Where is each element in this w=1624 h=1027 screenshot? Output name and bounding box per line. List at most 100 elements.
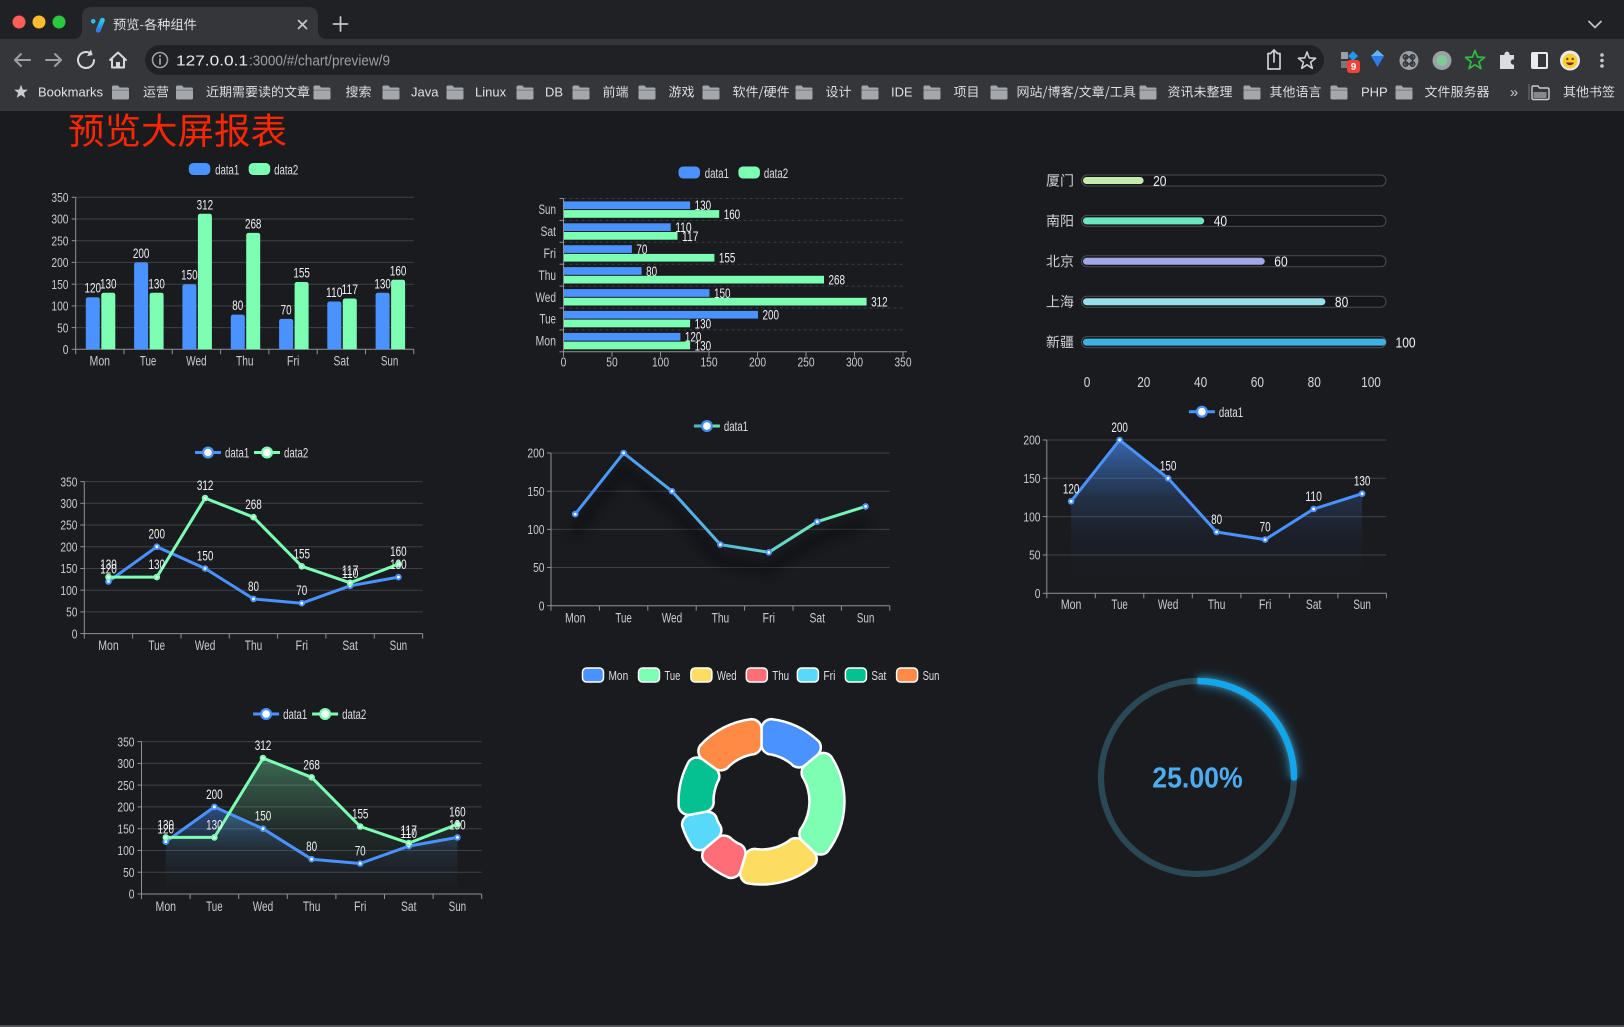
- svg-text:50: 50: [606, 355, 617, 370]
- svg-text:117: 117: [401, 823, 418, 838]
- svg-text:350: 350: [894, 355, 911, 370]
- svg-text:150: 150: [1160, 458, 1177, 473]
- svg-text:Wed: Wed: [253, 899, 274, 914]
- svg-text:Fri: Fri: [287, 354, 300, 369]
- svg-text:Java: Java: [411, 85, 439, 100]
- svg-text:117: 117: [342, 563, 359, 578]
- svg-text:110: 110: [1305, 489, 1322, 504]
- svg-text:PHP: PHP: [1361, 85, 1388, 100]
- svg-text:300: 300: [51, 212, 68, 227]
- svg-text:50: 50: [66, 605, 77, 620]
- svg-text:20: 20: [1137, 374, 1150, 391]
- svg-text::3000/#/chart/preview/9: :3000/#/chart/preview/9: [249, 53, 390, 70]
- svg-text:160: 160: [449, 804, 466, 819]
- svg-text:Sat: Sat: [401, 899, 417, 914]
- svg-text:150: 150: [60, 561, 77, 576]
- svg-text:Tue: Tue: [140, 354, 157, 369]
- svg-text:9: 9: [1351, 62, 1357, 73]
- svg-text:300: 300: [846, 355, 863, 370]
- svg-text:80: 80: [646, 264, 657, 279]
- svg-text:120: 120: [1063, 481, 1080, 496]
- svg-text:50: 50: [123, 865, 134, 880]
- svg-text:130: 130: [695, 316, 712, 331]
- svg-text:350: 350: [117, 734, 134, 749]
- svg-text:268: 268: [303, 757, 320, 772]
- svg-text:268: 268: [829, 273, 846, 288]
- svg-text:DB: DB: [545, 85, 563, 100]
- svg-text:Sun: Sun: [539, 202, 557, 217]
- svg-text:130: 130: [374, 276, 391, 291]
- svg-text:80: 80: [1308, 374, 1321, 391]
- svg-text:Bookmarks: Bookmarks: [38, 85, 104, 100]
- svg-text:Mon: Mon: [565, 611, 586, 626]
- svg-text:250: 250: [117, 778, 134, 793]
- svg-text:Tue: Tue: [206, 899, 223, 914]
- svg-text:70: 70: [296, 583, 307, 598]
- svg-text:150: 150: [1023, 471, 1040, 486]
- svg-text:268: 268: [245, 216, 262, 231]
- svg-text:80: 80: [248, 579, 259, 594]
- svg-text:100: 100: [1361, 374, 1381, 391]
- svg-text:Thu: Thu: [712, 611, 730, 626]
- svg-text:130: 130: [158, 817, 175, 832]
- svg-text:20: 20: [1153, 174, 1166, 190]
- svg-text:0: 0: [1035, 586, 1041, 601]
- svg-text:60: 60: [1274, 255, 1287, 271]
- svg-text:Mon: Mon: [1061, 597, 1082, 612]
- svg-text:25.00%: 25.00%: [1152, 763, 1243, 795]
- svg-text:130: 130: [149, 557, 166, 572]
- svg-text:350: 350: [60, 474, 77, 489]
- svg-text:150: 150: [51, 277, 68, 292]
- svg-text:data2: data2: [342, 707, 366, 722]
- svg-text:100: 100: [527, 522, 544, 537]
- svg-text:100: 100: [652, 355, 669, 370]
- svg-text:Sat: Sat: [541, 224, 557, 239]
- svg-text:110: 110: [326, 285, 343, 300]
- svg-text:Sat: Sat: [1306, 597, 1322, 612]
- svg-text:268: 268: [245, 497, 262, 512]
- svg-text:70: 70: [1260, 520, 1271, 535]
- svg-text:Tue: Tue: [1111, 597, 1128, 612]
- svg-text:110: 110: [675, 220, 692, 235]
- svg-text:150: 150: [255, 809, 272, 824]
- svg-text:Wed: Wed: [195, 638, 216, 653]
- svg-text:70: 70: [281, 302, 292, 317]
- svg-text:Sat: Sat: [342, 638, 358, 653]
- svg-text:Sun: Sun: [449, 899, 467, 914]
- svg-text:200: 200: [51, 255, 68, 270]
- svg-text:data1: data1: [283, 707, 307, 722]
- svg-text:80: 80: [1335, 295, 1348, 311]
- svg-text:Thu: Thu: [303, 899, 321, 914]
- svg-text:200: 200: [1111, 420, 1128, 435]
- svg-text:Thu: Thu: [236, 354, 254, 369]
- svg-text:Sat: Sat: [334, 354, 350, 369]
- svg-text:150: 150: [700, 355, 717, 370]
- svg-text:100: 100: [1396, 335, 1416, 351]
- svg-text:Tue: Tue: [540, 312, 557, 327]
- svg-text:Fri: Fri: [544, 246, 557, 261]
- svg-text:250: 250: [797, 355, 814, 370]
- svg-text:Sun: Sun: [857, 611, 875, 626]
- svg-text:»: »: [1510, 84, 1518, 101]
- svg-text:130: 130: [449, 817, 466, 832]
- svg-text:50: 50: [1029, 548, 1040, 563]
- svg-text:Tue: Tue: [615, 611, 632, 626]
- svg-text:130: 130: [206, 817, 223, 832]
- svg-text:110: 110: [401, 826, 418, 841]
- svg-text:130: 130: [100, 557, 117, 572]
- svg-text:312: 312: [197, 478, 214, 493]
- svg-text:Linux: Linux: [475, 85, 507, 100]
- svg-text:50: 50: [57, 320, 68, 335]
- svg-text:Mon: Mon: [90, 354, 111, 369]
- svg-text:150: 150: [181, 268, 198, 283]
- svg-text:130: 130: [148, 276, 165, 291]
- svg-text:312: 312: [871, 295, 888, 310]
- svg-text:350: 350: [51, 190, 68, 205]
- svg-text:300: 300: [60, 496, 77, 511]
- svg-text:200: 200: [1023, 433, 1040, 448]
- svg-text:200: 200: [206, 787, 223, 802]
- svg-text:Sun: Sun: [1353, 597, 1371, 612]
- svg-text:Fri: Fri: [296, 638, 309, 653]
- svg-text:Sun: Sun: [381, 354, 399, 369]
- svg-text:data1: data1: [705, 166, 729, 181]
